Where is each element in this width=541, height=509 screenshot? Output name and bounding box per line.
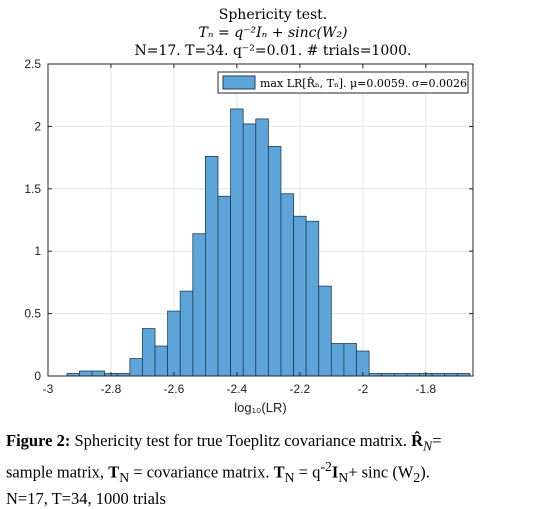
x-tick-label: -2.6 — [164, 382, 185, 396]
histogram-chart: Sphericity test. Tₙ = q⁻²Iₙ + sinc(W₂) N… — [24, 7, 474, 415]
chart-title-line-1: Sphericity test. — [219, 7, 328, 23]
caption-t-symbol-1: T — [108, 462, 120, 482]
x-tick-label: -2.4 — [227, 382, 248, 396]
caption-figure-label: Figure 2: — [6, 431, 71, 450]
x-tick-label: -2 — [357, 382, 368, 396]
caption-line2-c: = q — [294, 462, 321, 482]
caption-q-exp: -2 — [320, 459, 332, 475]
x-axis-label: log₁₀(LR) — [234, 400, 286, 415]
histogram-bar — [330, 343, 345, 377]
histogram-bar — [192, 233, 206, 377]
histogram-bar — [255, 118, 269, 377]
histogram-bar — [205, 155, 219, 377]
histogram-bar — [343, 343, 357, 377]
figure-caption: Figure 2: Sphericity test for true Toepl… — [6, 430, 536, 509]
histogram-bar — [318, 285, 332, 377]
histogram-bar — [280, 193, 294, 377]
histogram-bar — [179, 290, 194, 377]
legend-box — [217, 71, 469, 94]
caption-t-sub-2: N — [284, 470, 295, 486]
legend-label: max LR[R̂ₙ, Tₙ]. μ=0.0059. σ=0.0026 — [260, 77, 467, 90]
histogram-bar — [91, 370, 106, 377]
axes-box — [47, 63, 474, 377]
chart-title-line-2: Tₙ = q⁻²Iₙ + sinc(W₂) — [199, 25, 348, 41]
caption-line3: N=17, T=34, 1000 trials — [6, 489, 166, 509]
histogram-bar — [167, 310, 181, 377]
histogram-bar — [242, 123, 257, 377]
histogram-bar — [79, 370, 93, 377]
y-tick-label: 1.5 — [24, 182, 41, 196]
x-tick-label: -2.2 — [290, 382, 311, 396]
histogram-bar — [305, 220, 320, 377]
caption-w-sub: 2 — [413, 470, 421, 486]
caption-r-hat: R̂ — [411, 431, 424, 450]
caption-line1-text: Sphericity test for true Toeplitz covari… — [70, 431, 412, 450]
caption-i-sub: N — [338, 470, 349, 486]
axis-ticks: -3 -2.8 -2.6 -2.4 -2.2 -2 -1.8 0 0.5 1 1.5 2 2.5 — [24, 57, 473, 396]
caption-line2-b: = covariance matrix. — [129, 462, 274, 482]
x-tick-label: -3 — [43, 382, 54, 396]
histogram-bars — [66, 108, 471, 377]
histogram-bar — [293, 215, 307, 377]
caption-r-hat-sub: N — [423, 438, 433, 454]
histogram-bar — [217, 195, 231, 377]
caption-line2-d: + sinc (W — [348, 462, 414, 482]
histogram-bar — [230, 108, 244, 377]
caption-line2-e: ). — [420, 462, 430, 482]
chart-title-line-3: N=17. T=34. q⁻²=0.01. # trials=1000. — [134, 43, 411, 59]
y-tick-label: 2.5 — [24, 57, 41, 71]
caption-t-sub-1: N — [119, 470, 130, 486]
legend-swatch — [222, 75, 256, 90]
caption-line2-a: sample matrix, — [6, 462, 109, 482]
caption-i-symbol: I — [331, 462, 339, 482]
y-tick-label: 0 — [34, 369, 41, 383]
y-tick-label: 2 — [34, 119, 41, 133]
histogram-bar — [129, 358, 143, 377]
legend: max LR[R̂ₙ, Tₙ]. μ=0.0059. σ=0.0026 — [217, 71, 469, 94]
y-tick-label: 1 — [34, 244, 41, 258]
x-tick-label: -2.8 — [101, 382, 122, 396]
caption-line1-end: = — [432, 431, 442, 450]
histogram-bar — [267, 145, 282, 377]
histogram-bar — [154, 345, 169, 377]
histogram-bar — [142, 328, 156, 377]
x-tick-label: -1.8 — [415, 382, 436, 396]
y-tick-label: 0.5 — [24, 307, 41, 321]
caption-t-symbol-2: T — [273, 462, 285, 482]
